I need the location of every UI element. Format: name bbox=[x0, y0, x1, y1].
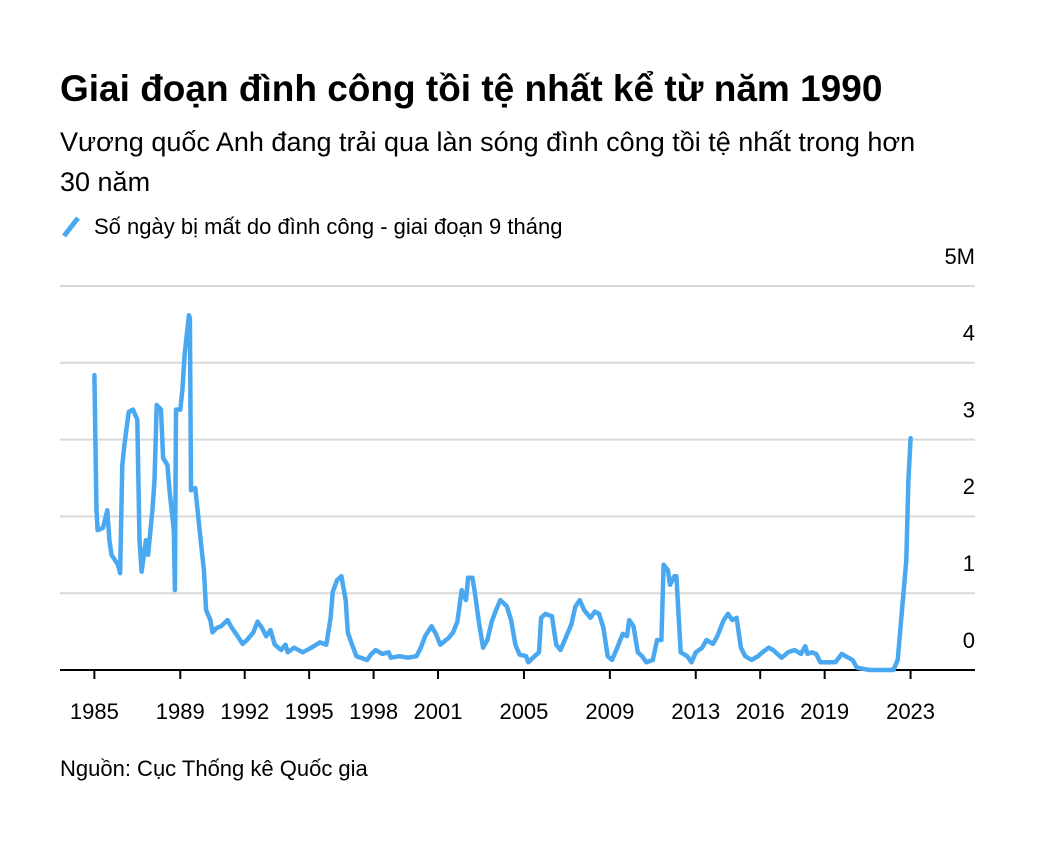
x-tick-label: 1989 bbox=[156, 699, 205, 724]
y-tick-label: 3 bbox=[963, 397, 975, 422]
x-tick-label: 1985 bbox=[70, 699, 119, 724]
x-tick-label: 2013 bbox=[671, 699, 720, 724]
y-tick-label: 0 bbox=[963, 628, 975, 653]
x-tick-label: 2009 bbox=[585, 699, 634, 724]
x-tick-label: 2016 bbox=[736, 699, 785, 724]
x-tick-label: 1995 bbox=[285, 699, 334, 724]
x-tick-label: 2001 bbox=[414, 699, 463, 724]
data-line bbox=[92, 312, 913, 673]
legend-swatch bbox=[62, 216, 80, 238]
chart-subtitle: Vương quốc Anh đang trải qua làn sóng đì… bbox=[60, 127, 916, 197]
y-tick-label: 2 bbox=[963, 474, 975, 499]
x-tick-label: 2019 bbox=[800, 699, 849, 724]
chart-title: Giai đoạn đình công tồi tệ nhất kể từ nă… bbox=[60, 68, 883, 109]
x-tick-label: 2023 bbox=[886, 699, 935, 724]
y-tick-label: 1 bbox=[963, 551, 975, 576]
x-tick-label: 1998 bbox=[349, 699, 398, 724]
legend-label: Số ngày bị mất do đình công - giai đoạn … bbox=[94, 214, 562, 239]
y-tick-label: 5M bbox=[944, 244, 975, 269]
source: Nguồn: Cục Thống kê Quốc gia bbox=[60, 756, 369, 781]
x-tick-label: 2005 bbox=[499, 699, 548, 724]
y-tick-label: 4 bbox=[963, 321, 975, 346]
x-tick-label: 1992 bbox=[220, 699, 269, 724]
